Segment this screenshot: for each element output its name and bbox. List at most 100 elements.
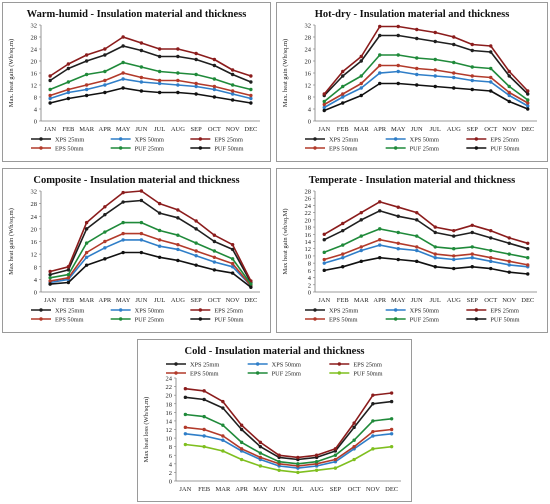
data-point	[48, 272, 52, 277]
legend-label: PUF 50mm	[490, 317, 519, 324]
data-point	[452, 266, 456, 271]
series-line-3	[323, 200, 529, 245]
data-point	[371, 402, 375, 406]
series-line-3	[49, 36, 252, 77]
data-point	[230, 261, 235, 266]
y-tick-label: 22	[305, 210, 312, 217]
y-tick-label: 16	[31, 239, 38, 246]
data-point	[249, 87, 253, 92]
x-tick-label: OCT	[208, 126, 221, 133]
data-point	[371, 419, 375, 423]
data-point	[415, 234, 419, 238]
data-point	[230, 68, 235, 72]
data-point	[507, 93, 511, 98]
data-point	[489, 259, 493, 264]
data-point	[389, 427, 394, 432]
data-point	[389, 432, 394, 436]
series-line-4	[323, 64, 529, 106]
data-point	[202, 444, 206, 449]
data-point	[378, 227, 382, 231]
data-point	[470, 265, 474, 269]
data-point	[452, 234, 456, 238]
data-point	[139, 231, 144, 236]
data-point	[212, 268, 217, 272]
data-point	[322, 108, 326, 113]
data-point	[176, 208, 180, 212]
data-point	[239, 427, 244, 432]
x-tick-label: JAN	[44, 126, 56, 133]
data-point	[359, 54, 363, 59]
data-point	[396, 53, 400, 57]
y-tick-label: 0	[308, 290, 311, 297]
data-point	[194, 72, 198, 77]
series-line-4	[324, 238, 528, 266]
legend-label: XPS 50mm	[272, 362, 301, 369]
x-tick-label: APR	[373, 297, 386, 304]
y-tick-label: 4	[169, 461, 173, 468]
data-point	[415, 210, 419, 215]
data-point	[84, 227, 89, 231]
legend-label: XPS 25mm	[190, 362, 219, 369]
data-point	[121, 231, 125, 236]
legend-marker	[255, 362, 260, 366]
data-point	[121, 44, 125, 48]
data-point	[322, 261, 326, 265]
chart-svg-cold: Cold - Insulation material and thickness…	[143, 346, 401, 493]
y-tick-label: 8	[34, 264, 37, 271]
data-point	[103, 230, 107, 234]
data-point	[433, 57, 437, 62]
data-point	[470, 256, 474, 260]
data-point	[470, 223, 474, 227]
x-tick-label: JUN	[273, 486, 285, 493]
y-tick-label: 28	[305, 35, 312, 42]
data-point	[359, 218, 363, 222]
data-point	[507, 252, 511, 256]
x-tick-label: MAY	[116, 297, 131, 304]
legend-label: XPS 50mm	[410, 308, 439, 315]
x-tick-label: FEB	[337, 297, 350, 304]
data-point	[359, 74, 363, 78]
data-point	[489, 44, 493, 48]
data-point	[396, 241, 400, 246]
x-tick-label: JAN	[318, 126, 330, 133]
data-point	[378, 24, 382, 29]
data-point	[507, 236, 511, 240]
data-point	[341, 243, 345, 247]
y-tick-label: 4	[34, 107, 38, 114]
data-point	[415, 83, 419, 87]
data-point	[396, 24, 400, 29]
y-tick-label: 14	[166, 418, 173, 425]
data-point	[103, 239, 107, 244]
data-point	[194, 263, 198, 267]
legend-marker	[313, 146, 317, 150]
data-point	[121, 77, 125, 81]
series-line-2	[49, 239, 252, 287]
data-point	[415, 56, 419, 60]
data-point	[176, 78, 180, 83]
legend-marker	[174, 371, 178, 375]
x-tick-label: OCT	[484, 126, 497, 133]
data-point	[121, 60, 125, 65]
data-point	[526, 272, 530, 276]
data-point	[212, 95, 217, 99]
legend-marker	[313, 308, 317, 312]
data-point	[378, 256, 382, 260]
data-point	[396, 33, 400, 38]
data-point	[489, 80, 493, 84]
data-point	[433, 245, 437, 249]
data-point	[230, 257, 235, 261]
chart-title: Cold - Insulation material and thickness	[185, 346, 365, 357]
data-point	[359, 81, 363, 86]
legend-label: PUF 25mm	[272, 371, 301, 378]
data-point	[507, 259, 511, 264]
data-point	[183, 412, 188, 417]
y-tick-label: 32	[305, 23, 312, 30]
data-point	[378, 209, 382, 213]
legend-marker	[474, 137, 479, 141]
series-line-5	[49, 221, 252, 285]
data-point	[296, 455, 300, 460]
y-tick-label: 32	[31, 23, 38, 30]
data-point	[526, 104, 530, 108]
data-point	[526, 107, 530, 111]
legend-marker	[198, 317, 203, 321]
